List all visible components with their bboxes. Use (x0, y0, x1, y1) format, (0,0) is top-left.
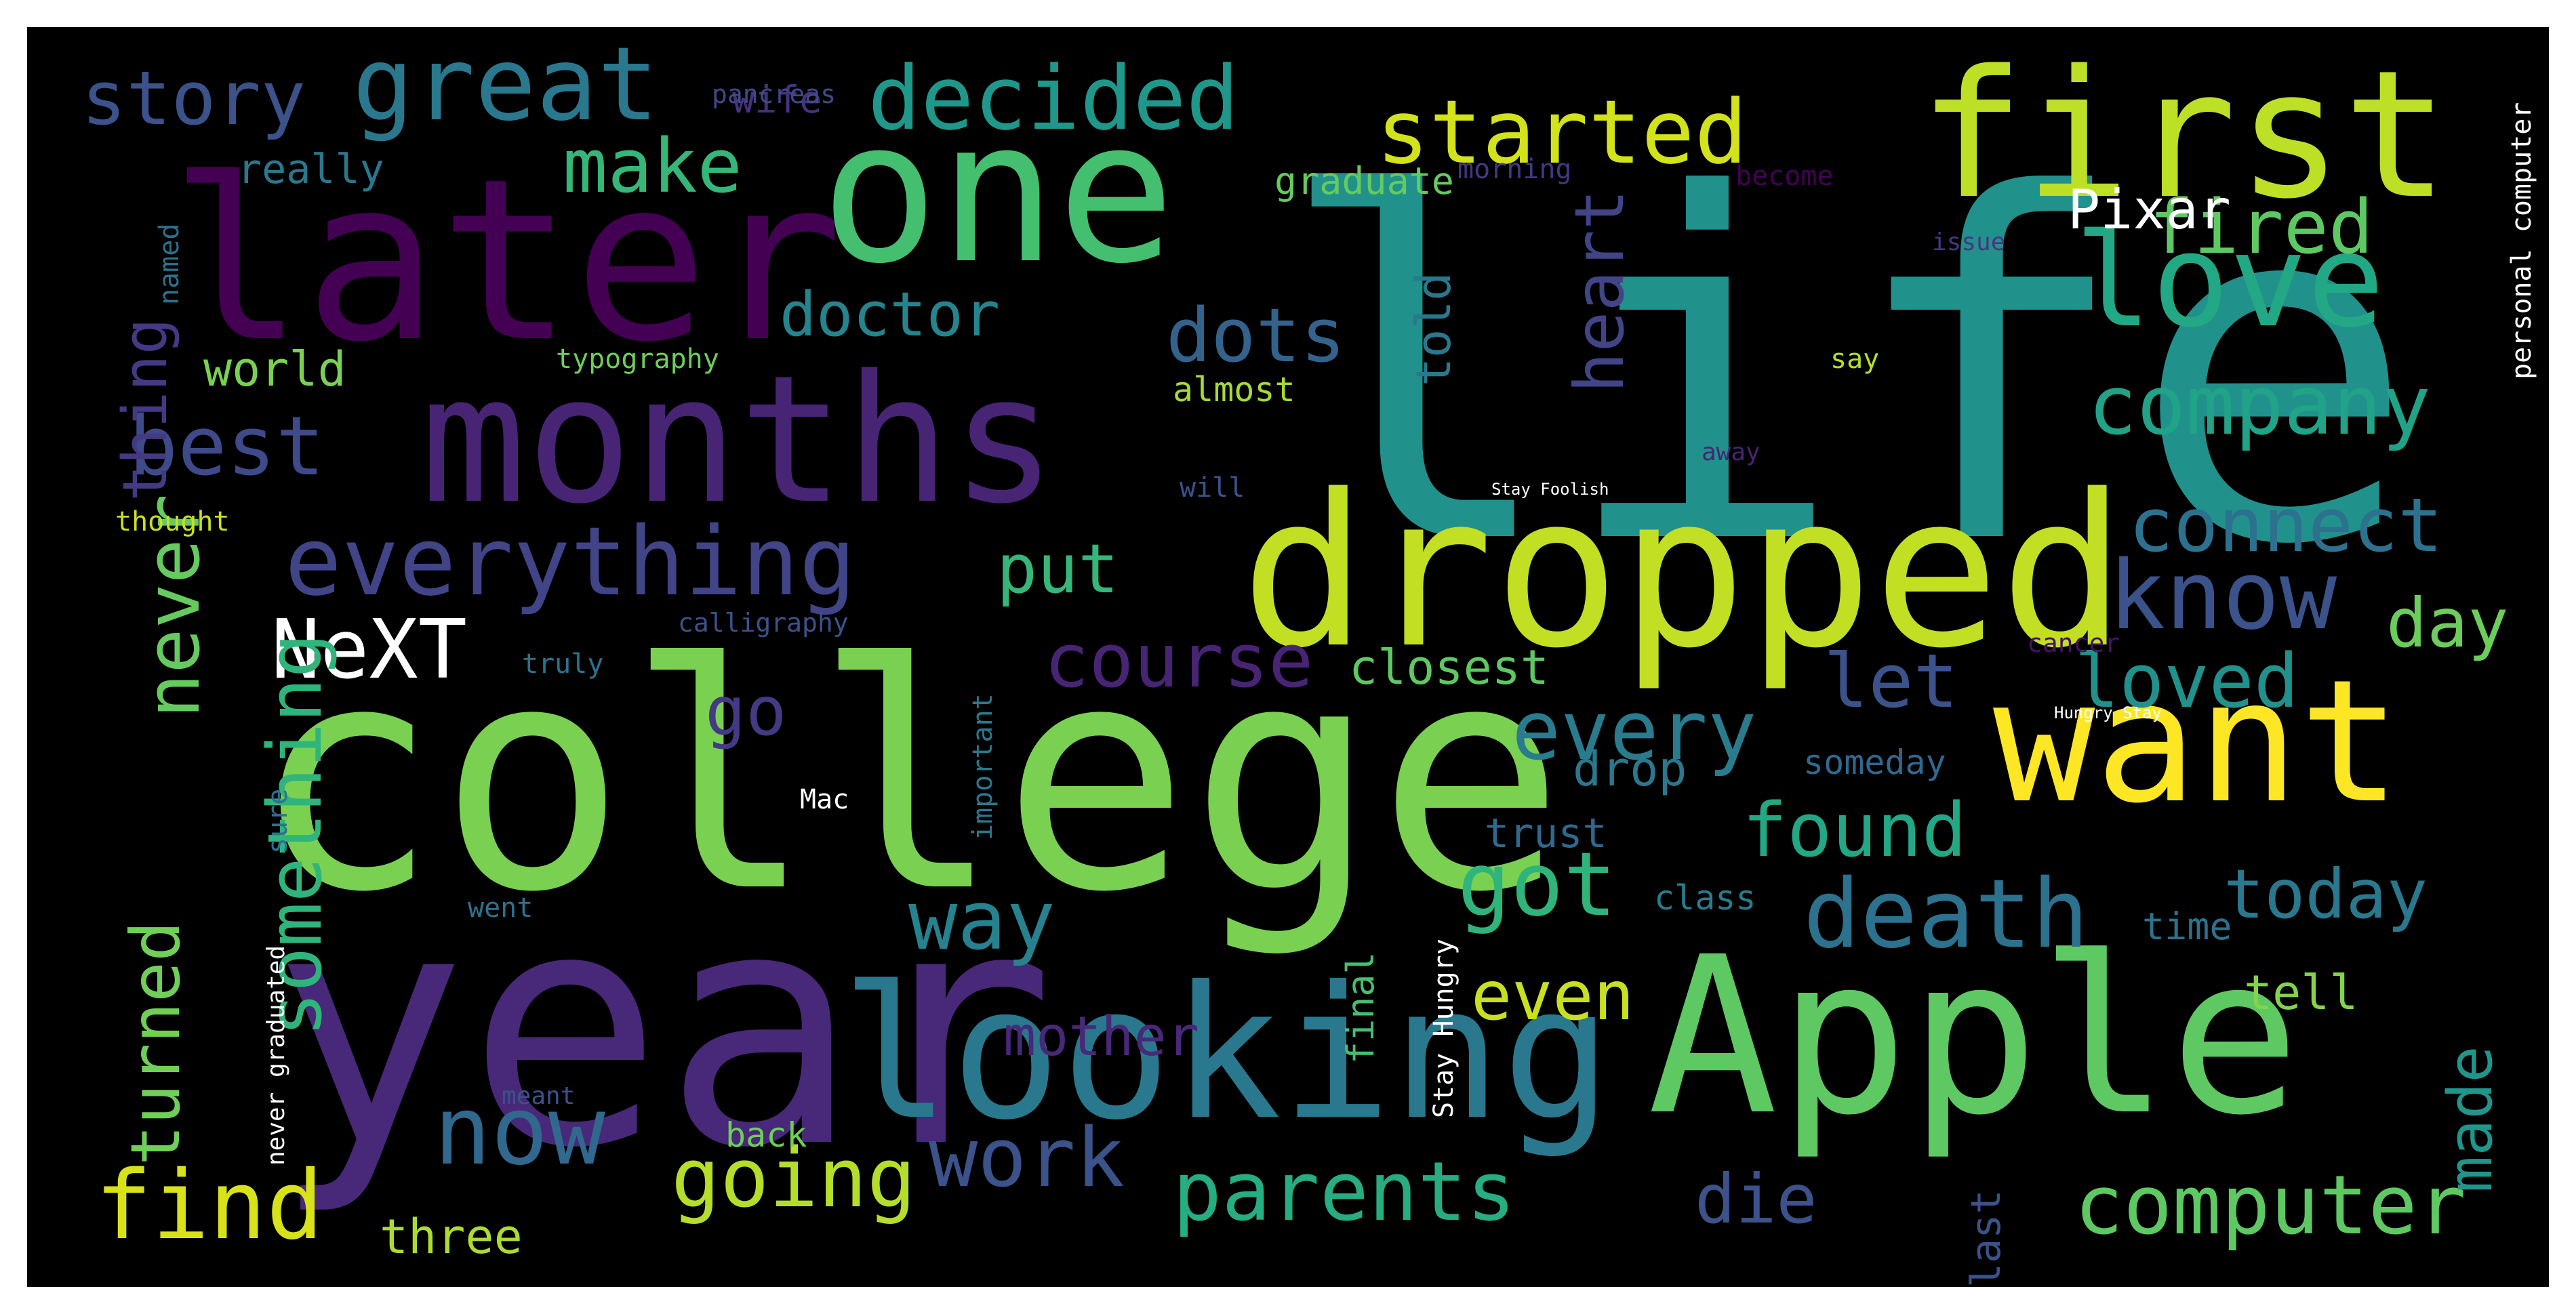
word-issue: issue (1932, 228, 2006, 256)
word-three: three (380, 1209, 523, 1265)
word-heart: heart (1560, 188, 1639, 393)
word-mother: mother (1003, 1005, 1199, 1068)
word-thought: thought (115, 506, 230, 537)
word-want: want (1993, 643, 2402, 840)
word-thing: thing (110, 318, 181, 501)
word-truly: truly (522, 649, 604, 680)
word-way: way (908, 874, 1055, 968)
word-great: great (353, 27, 659, 144)
word-class: class (1654, 878, 1756, 918)
word-sure: sure (262, 788, 294, 854)
word-stay-hungry: Stay Hungry (1428, 939, 1460, 1118)
word-life: life (1274, 96, 2417, 649)
word-story: story (81, 55, 306, 142)
word-first: first (1918, 33, 2449, 238)
word-course: course (1044, 617, 1314, 704)
word-almost: almost (1173, 370, 1295, 409)
word-know: know (2108, 541, 2337, 651)
word-parents: parents (1173, 1145, 1516, 1239)
word-decided: decided (868, 47, 1239, 150)
word-started: started (1376, 81, 1748, 184)
word-calligraphy: calligraphy (678, 608, 849, 638)
word-back: back (725, 1115, 807, 1155)
word-away: away (1702, 438, 1760, 466)
word-named: named (154, 223, 185, 305)
word-put: put (997, 529, 1119, 609)
word-everything: everything (285, 507, 856, 617)
word-pixar: Pixar (2068, 178, 2231, 241)
word-turned: turned (116, 920, 195, 1166)
word-apple: Apple (1647, 911, 2301, 1163)
word-going: going (671, 1132, 917, 1226)
word-even: even (1471, 956, 1634, 1035)
word-important: important (967, 693, 999, 840)
word-found: found (1742, 787, 1967, 874)
word-morning: morning (1457, 154, 1572, 185)
word-time: time (2142, 905, 2232, 948)
word-mac: Mac (800, 784, 849, 815)
word-never-graduated: never graduated (262, 945, 290, 1166)
word-meant: meant (502, 1082, 576, 1110)
word-will: will (1180, 472, 1245, 504)
word-day: day (2386, 583, 2509, 663)
word-made: made (2435, 1046, 2506, 1193)
word-drop: drop (1573, 741, 1687, 797)
word-connect: connect (2129, 482, 2443, 569)
word-stay-foolish: Stay Foolish (1491, 480, 1609, 499)
word-best: best (129, 400, 325, 494)
word-graduate: graduate (1274, 159, 1454, 203)
word-love: love (2074, 206, 2385, 356)
word-final: final (1339, 951, 1382, 1064)
word-cloud: life college year Apple looking dropped … (27, 27, 2549, 1287)
word-become: become (1735, 161, 1834, 192)
word-months: months (420, 338, 1058, 543)
word-tell: tell (2244, 965, 2358, 1021)
word-wife: wife (732, 78, 822, 121)
word-say: say (1830, 344, 1880, 375)
word-trust: trust (1485, 810, 1607, 857)
word-cancer: cancer (2027, 628, 2120, 658)
word-dots: dots (1166, 292, 1346, 379)
word-loved: loved (2074, 638, 2299, 724)
word-world: world (203, 342, 346, 397)
word-personal-computer: personal computer (2506, 102, 2537, 379)
word-looking: looking (841, 947, 1612, 1160)
word-computer: computer (2074, 1159, 2466, 1253)
word-dropped: dropped (1241, 450, 2127, 695)
word-make: make (563, 123, 742, 209)
word-last: last (1963, 1189, 2010, 1288)
word-typography: typography (556, 344, 719, 375)
word-someday: someday (1803, 743, 1946, 782)
word-death: death (1803, 859, 2089, 970)
word-got: got (1457, 833, 1617, 936)
word-really: really (237, 146, 384, 193)
word-now: now (434, 1076, 605, 1187)
word-die: die (1695, 1159, 1817, 1239)
word-let: let (1824, 638, 1958, 724)
word-later: later (169, 131, 843, 391)
word-pancreas: pancreas (712, 79, 837, 109)
word-went: went (468, 892, 534, 924)
word-closest: closest (1349, 640, 1550, 695)
word-told: told (1406, 272, 1462, 386)
word-doctor: doctor (780, 279, 1001, 350)
word-hungry-stay: Hungry Stay (2054, 703, 2162, 722)
word-company: company (2088, 359, 2431, 453)
word-one: one (820, 79, 1175, 307)
word-year: year (271, 840, 1055, 1219)
word-go: go (705, 672, 787, 751)
word-college: college (251, 598, 1565, 960)
word-fired: fired (2149, 184, 2374, 270)
word-next: NeXT (271, 603, 467, 697)
word-today: today (2223, 855, 2428, 934)
word-work: work (929, 1111, 1125, 1206)
word-every: every (1512, 684, 1757, 779)
word-find: find (95, 1151, 324, 1261)
